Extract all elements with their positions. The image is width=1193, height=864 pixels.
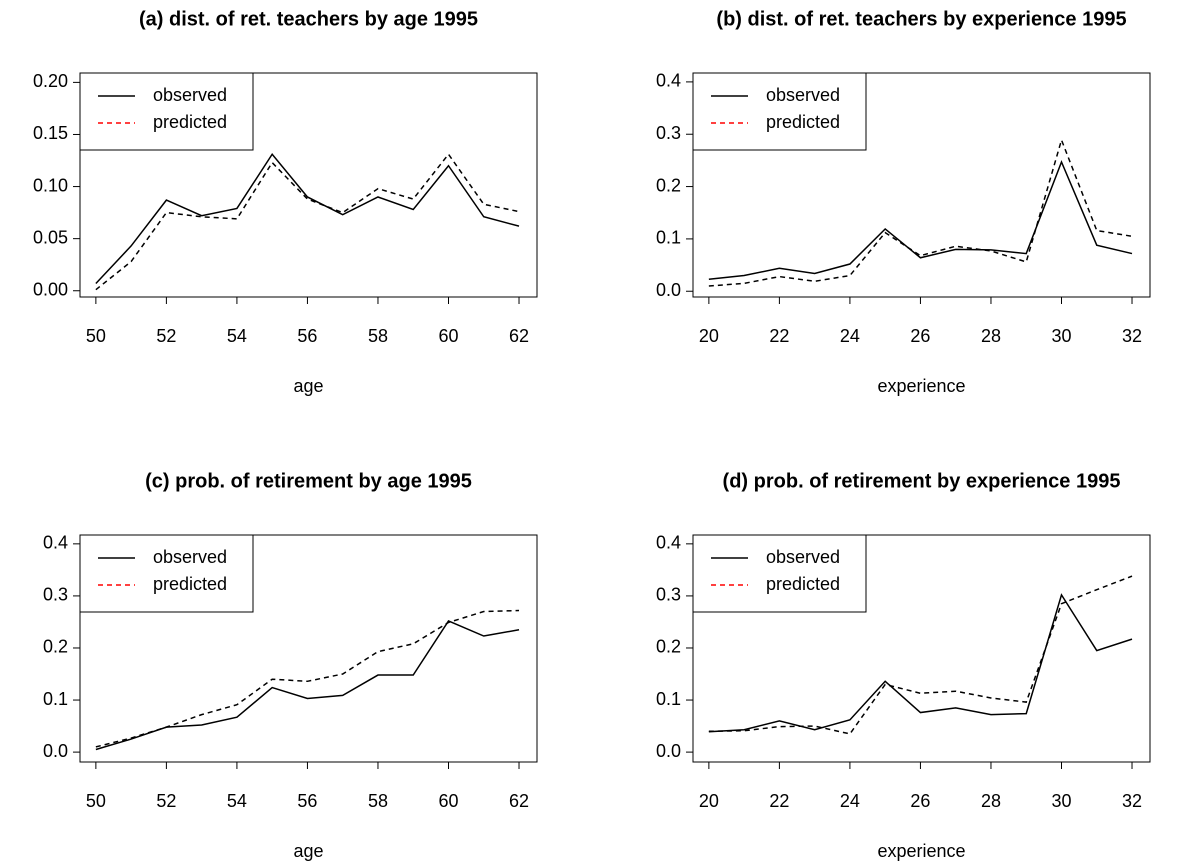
y-tick-label: 0.3 [43, 585, 68, 605]
legend-box [79, 534, 254, 613]
y-tick-label: 0.4 [43, 533, 68, 553]
series-line [708, 159, 1133, 280]
series-line [95, 153, 520, 291]
plot-box [79, 534, 538, 763]
series-line [95, 609, 520, 748]
y-tick-label: 0.20 [33, 71, 68, 91]
legend-label: observed [766, 547, 840, 567]
y-tick-label: 0.3 [656, 585, 681, 605]
x-tick-label: 56 [297, 326, 317, 346]
y-tick-label: 0.10 [33, 175, 68, 195]
y-tick-label: 0.05 [33, 227, 68, 247]
x-tick-label: 52 [156, 791, 176, 811]
x-tick-label: 22 [769, 326, 789, 346]
x-tick-label: 28 [981, 791, 1001, 811]
x-axis-label: age [293, 841, 323, 861]
legend-label: observed [766, 85, 840, 105]
x-axis-label: experience [877, 376, 965, 396]
x-tick-label: 62 [509, 326, 529, 346]
panel-title: (d) prob. of retirement by experience 19… [723, 470, 1121, 492]
x-tick-label: 52 [156, 326, 176, 346]
y-tick-label: 0.4 [656, 71, 681, 91]
x-tick-label: 32 [1122, 326, 1142, 346]
plot-box [692, 534, 1151, 763]
legend-label: predicted [766, 112, 840, 132]
legend-box [79, 72, 254, 151]
panel-title: (a) dist. of ret. teachers by age 1995 [139, 8, 478, 30]
y-tick-label: 0.2 [656, 175, 681, 195]
x-tick-label: 24 [840, 326, 860, 346]
legend-label: observed [153, 85, 227, 105]
x-tick-label: 50 [86, 326, 106, 346]
y-tick-label: 0.1 [656, 689, 681, 709]
x-axis-label: age [293, 376, 323, 396]
series-line [95, 153, 520, 284]
panel-title: (b) dist. of ret. teachers by experience… [716, 8, 1126, 30]
y-tick-label: 0.0 [43, 741, 68, 761]
x-tick-label: 24 [840, 791, 860, 811]
x-tick-label: 20 [699, 326, 719, 346]
x-axis-label: experience [877, 841, 965, 861]
series-line [95, 619, 520, 751]
x-tick-label: 32 [1122, 791, 1142, 811]
legend-label: observed [153, 547, 227, 567]
x-tick-label: 20 [699, 791, 719, 811]
x-tick-label: 30 [1051, 791, 1071, 811]
panel-title: (c) prob. of retirement by age 1995 [145, 470, 472, 492]
x-tick-label: 22 [769, 791, 789, 811]
legend-box [692, 72, 867, 151]
y-tick-label: 0.2 [656, 637, 681, 657]
y-tick-label: 0.2 [43, 637, 68, 657]
x-tick-label: 54 [227, 326, 247, 346]
x-tick-label: 58 [368, 791, 388, 811]
y-tick-label: 0.1 [43, 689, 68, 709]
x-tick-label: 26 [910, 791, 930, 811]
y-tick-label: 0.0 [656, 280, 681, 300]
x-tick-label: 60 [438, 326, 458, 346]
y-tick-label: 0.0 [656, 741, 681, 761]
series-line [708, 575, 1133, 735]
x-tick-label: 28 [981, 326, 1001, 346]
plot-box [79, 72, 538, 298]
x-tick-label: 30 [1051, 326, 1071, 346]
legend-label: predicted [153, 574, 227, 594]
x-tick-label: 50 [86, 791, 106, 811]
y-tick-label: 0.3 [656, 123, 681, 143]
legend-box [692, 534, 867, 613]
y-tick-label: 0.00 [33, 279, 68, 299]
series-line [708, 137, 1133, 287]
x-tick-label: 58 [368, 326, 388, 346]
legend-label: predicted [153, 112, 227, 132]
series-line [708, 593, 1133, 733]
y-tick-label: 0.15 [33, 123, 68, 143]
legend-label: predicted [766, 574, 840, 594]
y-tick-label: 0.1 [656, 228, 681, 248]
y-tick-label: 0.4 [656, 533, 681, 553]
x-tick-label: 26 [910, 326, 930, 346]
x-tick-label: 54 [227, 791, 247, 811]
x-tick-label: 60 [438, 791, 458, 811]
x-tick-label: 56 [297, 791, 317, 811]
plot-box [692, 72, 1151, 298]
x-tick-label: 62 [509, 791, 529, 811]
